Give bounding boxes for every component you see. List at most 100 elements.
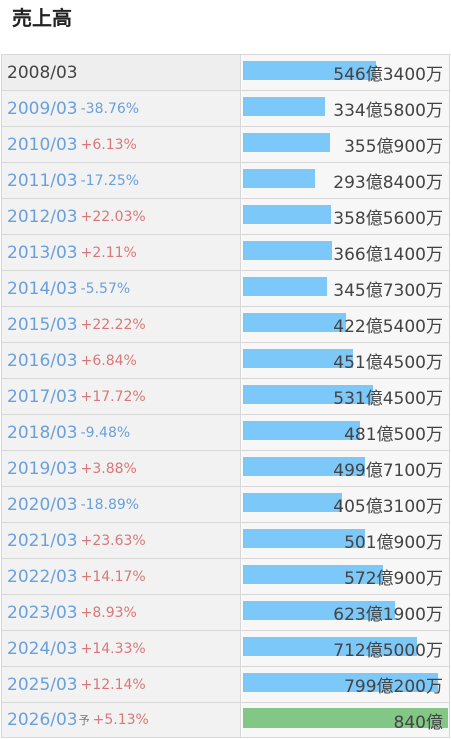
period-cell: 2019/03 +3.88% xyxy=(2,451,241,486)
yoy-change: +2.11% xyxy=(80,244,137,261)
yoy-change: +3.88% xyxy=(80,460,137,477)
period-cell: 2022/03 +14.17% xyxy=(2,559,241,594)
sales-value: 405億3100万 xyxy=(333,497,443,517)
sales-bar xyxy=(243,493,342,512)
period-label[interactable]: 2021/03 xyxy=(7,530,78,551)
yoy-change: +5.13% xyxy=(92,712,149,728)
table-row: 2020/03 -18.89% 405億3100万 xyxy=(2,487,449,523)
value-cell: 405億3100万 xyxy=(242,487,449,522)
period-label[interactable]: 2019/03 xyxy=(7,458,78,479)
sales-value: 499億7100万 xyxy=(333,461,443,481)
sales-value: 531億4500万 xyxy=(333,389,443,409)
table-row: 2010/03 +6.13% 355億900万 xyxy=(2,127,449,163)
sales-value: 358億5600万 xyxy=(333,209,443,229)
value-cell: 422億5400万 xyxy=(242,307,449,342)
sales-value: 366億1400万 xyxy=(333,245,443,265)
period-cell: 2016/03 +6.84% xyxy=(2,343,241,378)
period-label[interactable]: 2014/03 xyxy=(7,278,78,299)
period-label[interactable]: 2023/03 xyxy=(7,602,78,623)
sales-bar xyxy=(243,169,315,188)
sales-bar xyxy=(243,349,354,368)
value-cell: 799億200万 xyxy=(242,667,449,702)
period-label[interactable]: 2018/03 xyxy=(7,422,78,443)
period-label[interactable]: 2022/03 xyxy=(7,566,78,587)
period-label[interactable]: 2010/03 xyxy=(7,134,78,155)
table-row: 2018/03 -9.48% 481億500万 xyxy=(2,415,449,451)
value-cell: 358億5600万 xyxy=(242,199,449,234)
sales-value: 422億5400万 xyxy=(333,317,443,337)
period-label[interactable]: 2016/03 xyxy=(7,350,78,371)
yoy-change: +22.22% xyxy=(80,316,146,333)
sales-value: 481億500万 xyxy=(344,425,443,445)
sales-value: 546億3400万 xyxy=(333,65,443,85)
sales-value: 623億1900万 xyxy=(333,605,443,625)
yoy-change: -9.48% xyxy=(80,424,131,441)
period-cell: 2008/03 xyxy=(2,55,241,90)
table-row: 2015/03 +22.22% 422億5400万 xyxy=(2,307,449,343)
yoy-change: +22.03% xyxy=(80,208,146,225)
period-label[interactable]: 2009/03 xyxy=(7,98,78,119)
value-cell: 712億5000万 xyxy=(242,631,449,666)
sales-bar xyxy=(243,673,438,692)
sales-bar xyxy=(243,529,366,548)
yoy-change: +6.13% xyxy=(80,136,137,153)
value-cell: 334億5800万 xyxy=(242,91,449,126)
period-label[interactable]: 2026/03 xyxy=(7,710,78,730)
period-label[interactable]: 2020/03 xyxy=(7,494,78,515)
period-cell: 2015/03 +22.22% xyxy=(2,307,241,342)
table-row: 2026/03 予 +5.13% 840億 xyxy=(2,703,449,738)
yoy-change: +12.14% xyxy=(80,676,146,693)
period-cell: 2011/03 -17.25% xyxy=(2,163,241,198)
sales-bar xyxy=(243,241,333,260)
table-row: 2021/03 +23.63% 501億900万 xyxy=(2,523,449,559)
yoy-change: +14.33% xyxy=(80,640,146,657)
table-row: 2025/03 +12.14% 799億200万 xyxy=(2,667,449,703)
table-row: 2014/03 -5.57% 345億7300万 xyxy=(2,271,449,307)
period-label[interactable]: 2017/03 xyxy=(7,386,78,407)
sales-table: 2008/03 546億3400万 2009/03 -38.76% 334億5800万 2… xyxy=(1,54,450,738)
period-label[interactable]: 2015/03 xyxy=(7,314,78,335)
table-row: 2008/03 546億3400万 xyxy=(2,55,449,91)
sales-value: 712億5000万 xyxy=(333,641,443,661)
table-row: 2017/03 +17.72% 531億4500万 xyxy=(2,379,449,415)
yoy-change: -5.57% xyxy=(80,280,131,297)
period-label[interactable]: 2024/03 xyxy=(7,638,78,659)
table-row: 2011/03 -17.25% 293億8400万 xyxy=(2,163,449,199)
table-row: 2012/03 +22.03% 358億5600万 xyxy=(2,199,449,235)
value-cell: 499億7100万 xyxy=(242,451,449,486)
forecast-bar xyxy=(243,708,448,728)
sales-bar xyxy=(243,385,373,404)
value-cell: 840億 xyxy=(242,703,449,737)
sales-value: 334億5800万 xyxy=(333,101,443,121)
period-cell: 2013/03 +2.11% xyxy=(2,235,241,270)
period-cell: 2018/03 -9.48% xyxy=(2,415,241,450)
value-cell: 293億8400万 xyxy=(242,163,449,198)
sales-bar xyxy=(243,565,383,584)
sales-value: 799億200万 xyxy=(344,677,443,697)
sales-bar xyxy=(243,61,377,80)
value-cell: 623億1900万 xyxy=(242,595,449,630)
period-label[interactable]: 2011/03 xyxy=(7,170,78,191)
period-cell: 2023/03 +8.93% xyxy=(2,595,241,630)
yoy-change: +23.63% xyxy=(80,532,146,549)
sales-value: 501億900万 xyxy=(344,533,443,553)
period-cell: 2012/03 +22.03% xyxy=(2,199,241,234)
table-row: 2013/03 +2.11% 366億1400万 xyxy=(2,235,449,271)
yoy-change: +6.84% xyxy=(80,352,137,369)
period-label[interactable]: 2013/03 xyxy=(7,242,78,263)
chart-title: 売上高 xyxy=(12,6,72,30)
sales-value: 355億900万 xyxy=(344,137,443,157)
period-cell: 2024/03 +14.33% xyxy=(2,631,241,666)
sales-bar xyxy=(243,205,331,224)
sales-bar xyxy=(243,97,325,116)
table-row: 2024/03 +14.33% 712億5000万 xyxy=(2,631,449,667)
yoy-change: +8.93% xyxy=(80,604,137,621)
period-label[interactable]: 2012/03 xyxy=(7,206,78,227)
sales-bar xyxy=(243,637,417,656)
sales-bar xyxy=(243,601,396,620)
period-cell: 2014/03 -5.57% xyxy=(2,271,241,306)
value-cell: 501億900万 xyxy=(242,523,449,558)
period-label[interactable]: 2025/03 xyxy=(7,674,78,695)
value-cell: 481億500万 xyxy=(242,415,449,450)
yoy-change: -18.89% xyxy=(80,496,140,513)
